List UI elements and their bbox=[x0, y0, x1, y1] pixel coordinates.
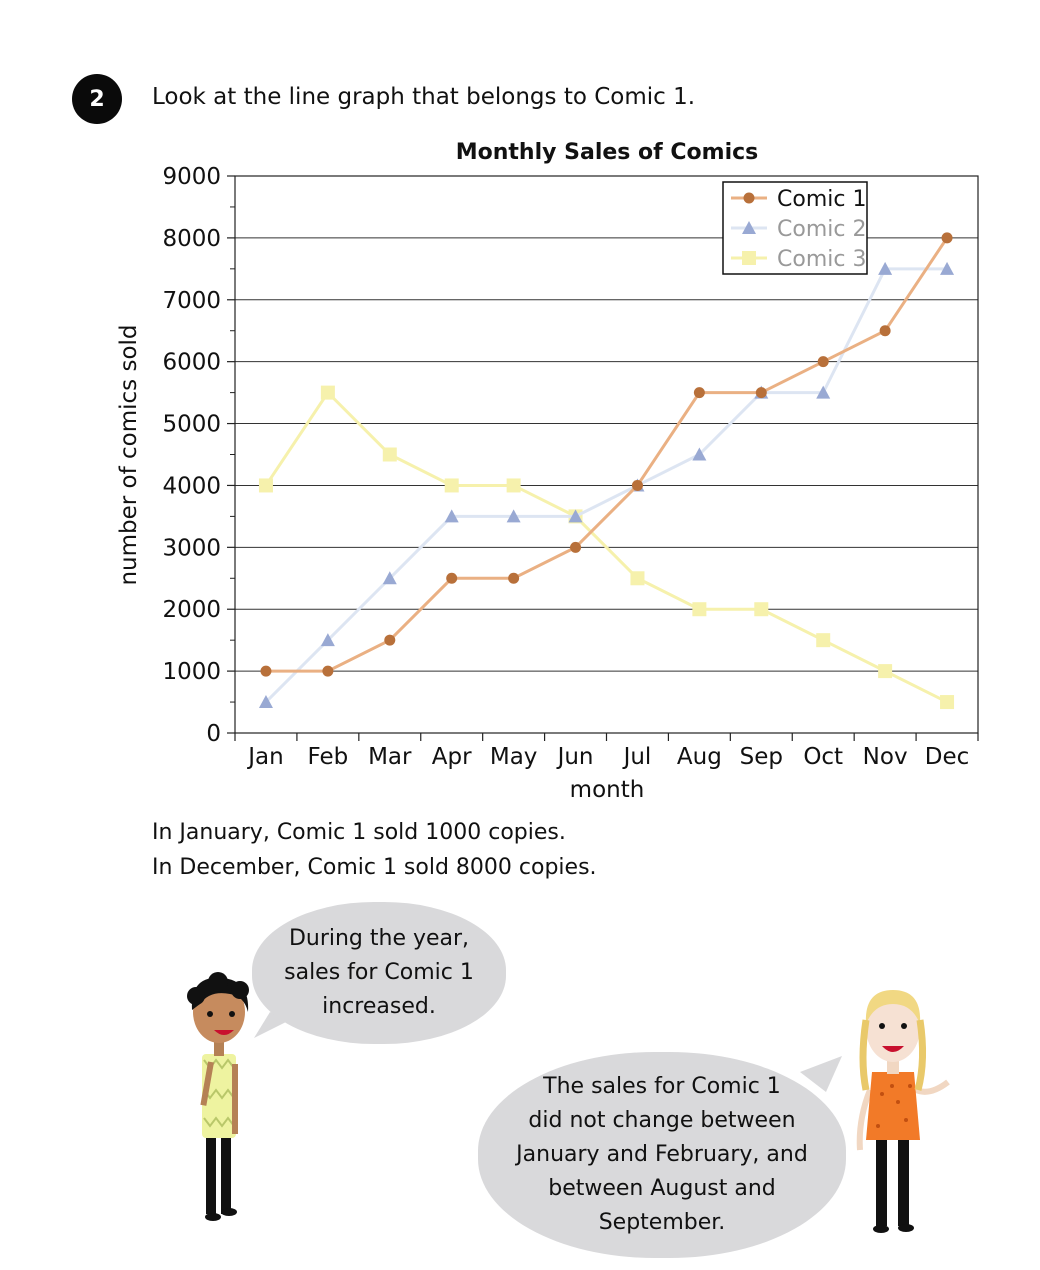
x-tick-label: Mar bbox=[368, 744, 412, 770]
legend-entry-label: Comic 2 bbox=[777, 217, 866, 242]
chart-legend: Comic 1 Comic 2 Comic 3 bbox=[722, 181, 868, 275]
y-tick-label: 4000 bbox=[162, 473, 221, 499]
x-tick-label: Jan bbox=[246, 744, 283, 770]
x-tick-label: Sep bbox=[740, 744, 783, 770]
data-point bbox=[384, 634, 396, 646]
data-point bbox=[260, 665, 272, 677]
statement-december: In December, Comic 1 sold 8000 copies. bbox=[152, 855, 597, 880]
girl-speech-line: September. bbox=[598, 1210, 726, 1235]
data-point bbox=[755, 387, 767, 399]
series-line bbox=[264, 267, 948, 704]
y-tick-label: 0 bbox=[206, 721, 221, 747]
legend-swatch-marker bbox=[742, 221, 756, 234]
data-point bbox=[692, 602, 707, 617]
x-tick-label: Aug bbox=[677, 744, 722, 770]
data-point bbox=[506, 478, 521, 493]
data-point bbox=[320, 633, 335, 647]
y-tick-label: 6000 bbox=[162, 350, 221, 376]
boy-speech-bubble: During the year, sales for Comic 1 incre… bbox=[252, 902, 506, 1044]
data-point bbox=[322, 665, 334, 677]
data-point bbox=[878, 664, 893, 679]
data-point bbox=[631, 479, 643, 491]
y-tick-label: 2000 bbox=[162, 597, 221, 623]
data-point bbox=[879, 325, 891, 337]
question-number-badge: 2 bbox=[72, 74, 122, 124]
girl-speech-bubble: The sales for Comic 1 did not change bet… bbox=[478, 1052, 846, 1258]
series-comic-1 bbox=[260, 232, 953, 677]
girl-speech-line: The sales for Comic 1 bbox=[543, 1074, 781, 1099]
girl-speech-line: between August and bbox=[548, 1176, 776, 1201]
data-point bbox=[508, 572, 520, 584]
legend-entry-label: Comic 1 bbox=[777, 187, 866, 212]
y-tick-label: 7000 bbox=[162, 288, 221, 314]
data-point bbox=[258, 695, 273, 709]
data-point bbox=[258, 478, 273, 493]
data-point bbox=[506, 509, 521, 523]
data-point bbox=[817, 356, 829, 368]
data-point bbox=[444, 478, 459, 493]
line-chart: Monthly Sales of Comics 0 1000 2000 3000 400… bbox=[116, 140, 979, 803]
x-tick-label: Dec bbox=[925, 744, 970, 770]
data-point bbox=[878, 261, 893, 275]
data-point bbox=[570, 541, 582, 553]
x-axis-label: month bbox=[570, 777, 645, 803]
girl-speech-line: January and February, and bbox=[516, 1142, 808, 1167]
x-tick-label: Feb bbox=[308, 744, 349, 770]
data-point bbox=[446, 572, 458, 584]
data-point bbox=[320, 385, 335, 400]
boy-speech-line: increased. bbox=[322, 994, 436, 1019]
x-tick-label: Jul bbox=[622, 744, 652, 770]
series-line bbox=[265, 237, 949, 673]
x-tick-label: Apr bbox=[432, 744, 472, 770]
x-tick-label: Jun bbox=[556, 744, 594, 770]
x-tick-label: May bbox=[490, 744, 538, 770]
y-axis-label: number of comics sold bbox=[116, 324, 142, 585]
x-tick-label: Oct bbox=[803, 744, 843, 770]
data-point bbox=[692, 447, 707, 461]
series-comic-3 bbox=[258, 385, 955, 710]
data-point bbox=[816, 633, 831, 648]
y-tick-label: 3000 bbox=[162, 535, 221, 561]
y-tick-label: 9000 bbox=[162, 164, 221, 190]
data-point bbox=[630, 571, 645, 586]
data-point bbox=[568, 509, 583, 523]
statement-january: In January, Comic 1 sold 1000 copies. bbox=[152, 820, 566, 845]
boy-speech-line: sales for Comic 1 bbox=[284, 960, 474, 985]
data-point bbox=[940, 261, 955, 275]
data-point bbox=[693, 387, 705, 399]
question-prompt: Look at the line graph that belongs to C… bbox=[152, 84, 696, 110]
data-point bbox=[754, 602, 769, 617]
y-tick-label: 5000 bbox=[162, 412, 221, 438]
girl-speech-line: did not change between bbox=[528, 1108, 796, 1133]
y-tick-label: 1000 bbox=[162, 659, 221, 685]
series-line bbox=[264, 390, 948, 704]
legend-entry-label: Comic 3 bbox=[777, 247, 866, 272]
y-tick-label: 8000 bbox=[162, 226, 221, 252]
legend-swatch-marker bbox=[743, 192, 755, 204]
chart-title: Monthly Sales of Comics bbox=[456, 140, 759, 165]
data-point bbox=[382, 571, 397, 585]
boy-speech-line: During the year, bbox=[288, 926, 470, 951]
data-point bbox=[382, 447, 397, 462]
data-point bbox=[816, 385, 831, 399]
legend-swatch-marker bbox=[742, 251, 756, 265]
data-point bbox=[940, 695, 955, 710]
data-point bbox=[444, 509, 459, 523]
data-point bbox=[941, 232, 953, 244]
x-tick-label: Nov bbox=[863, 744, 908, 770]
